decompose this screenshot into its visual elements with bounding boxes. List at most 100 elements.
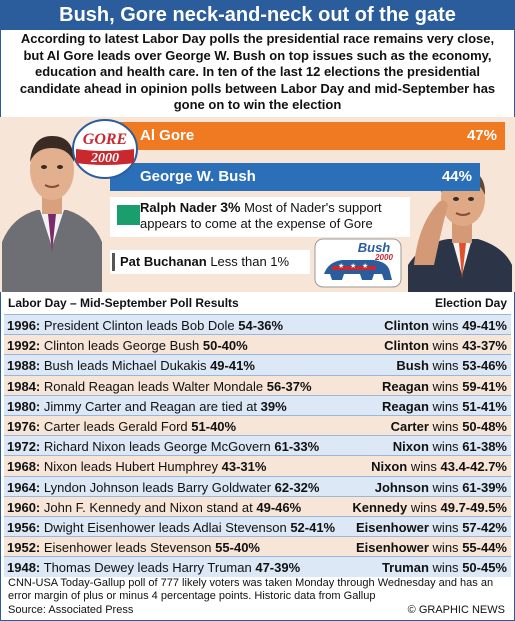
row-year: 1984:: [7, 378, 41, 394]
bar-buchanan: [112, 253, 115, 271]
row-result: 49-41%: [462, 318, 507, 333]
row-year: 1948:: [7, 560, 41, 576]
page-title: Bush, Gore neck-and-neck out of the gate: [0, 0, 515, 30]
row-result-word: wins: [432, 540, 459, 556]
row-poll-text: President Clinton leads Bob Dole: [43, 318, 235, 333]
poll-cell: 1952: Eisenhower leads Stevenson 55-40%: [7, 537, 260, 558]
poll-cell: 1992: Clinton leads George Bush 50-40%: [7, 335, 248, 356]
table-row: 1988: Bush leads Michael Dukakis 49-41% B…: [4, 354, 511, 376]
row-result: 53-46%: [462, 358, 507, 374]
result-cell: Nixon wins 43.4-42.7%: [371, 456, 507, 477]
row-winner: Eisenhower: [355, 520, 429, 535]
row-result: 61-38%: [462, 439, 507, 455]
row-winner: Reagan: [381, 378, 429, 394]
row-winner: Bush: [396, 358, 429, 374]
row-winner: Clinton: [384, 318, 429, 333]
row-winner: Reagan: [381, 398, 429, 414]
row-winner: Eisenhower: [355, 540, 429, 556]
bar-nader: [117, 205, 140, 225]
poll-cell: 1968: Nixon leads Hubert Humphrey 43-31%: [7, 456, 266, 477]
row-year: 1992:: [7, 338, 41, 354]
row-result: 50-48%: [462, 419, 507, 434]
poll-cell: 1960: John F. Kennedy and Nixon stand at…: [7, 497, 301, 518]
gore-logo-bottom: 2000: [90, 151, 119, 166]
table-row: 1992: Clinton leads George Bush 50-40% Cl…: [4, 334, 511, 356]
table-row: 1976: Carter leads Gerald Ford 51-40% Car…: [4, 415, 511, 436]
row-result-word: wins: [432, 419, 459, 434]
row-year: 1964:: [7, 479, 41, 495]
table-header-left: Labor Day – Mid-September Poll Results: [8, 296, 239, 310]
table-row: 1960: John F. Kennedy and Nixon stand at…: [4, 495, 511, 518]
row-winner: Johnson: [374, 479, 429, 495]
row-poll-text: Richard Nixon leads George McGovern: [43, 439, 271, 455]
row-result: 55-44%: [462, 540, 507, 556]
row-result: 43.4-42.7%: [440, 459, 508, 475]
row-poll-value: 56-37%: [266, 378, 312, 394]
row-poll-text: Clinton leads George Bush: [43, 338, 200, 354]
row-poll-value: 62-32%: [274, 479, 320, 495]
row-poll-text: Eisenhower leads Stevenson: [43, 540, 212, 556]
row-result: 61-39%: [462, 479, 507, 495]
table-row: 1972: Richard Nixon leads George McGover…: [4, 435, 511, 457]
row-year: 1972:: [7, 439, 41, 455]
table-row: 1984: Ronald Reagan leads Walter Mondale…: [4, 374, 511, 397]
bar-label-buchanan: Pat Buchanan: [120, 254, 207, 269]
gore-2000-logo: GORE 2000: [72, 119, 138, 179]
bar-bush: [110, 163, 480, 191]
bar-label-bush: George W. Bush: [140, 168, 256, 185]
nader-text: Ralph Nader 3% Most of Nader's support a…: [140, 199, 408, 232]
row-result-word: wins: [432, 338, 459, 354]
row-result-word: wins: [432, 358, 459, 374]
poll-cell: 1980: Jimmy Carter and Reagan are tied a…: [7, 396, 287, 417]
row-result-word: wins: [432, 520, 459, 535]
row-result-word: wins: [432, 378, 459, 394]
table-header-right: Election Day: [434, 296, 507, 310]
table-row: 1956: Dwight Eisenhower leads Adlai Stev…: [4, 516, 511, 537]
table-row: 1996: President Clinton leads Bob Dole 5…: [4, 314, 511, 335]
result-cell: Truman wins 50-45%: [382, 557, 507, 578]
row-result: 59-41%: [462, 378, 507, 394]
result-cell: Clinton wins 49-41%: [384, 315, 507, 336]
row-winner: Kennedy: [352, 499, 408, 515]
row-poll-value: 54-36%: [238, 318, 284, 333]
gore-photo: [2, 122, 102, 292]
intro-paragraph: According to latest Labor Day polls the …: [19, 31, 496, 112]
table-row: 1952: Eisenhower leads Stevenson 55-40% E…: [4, 536, 511, 558]
row-poll-value: 43-31%: [221, 459, 267, 475]
bar-value-gore: 47%: [466, 127, 497, 144]
buchanan-text: Pat Buchanan Less than 1%: [120, 254, 289, 270]
row-result: 51-41%: [462, 398, 507, 414]
row-poll-text: John F. Kennedy and Nixon stand at: [43, 499, 253, 515]
row-result-word: wins: [432, 479, 459, 495]
row-winner: Nixon: [392, 439, 429, 455]
result-cell: Nixon wins 61-38%: [393, 436, 507, 457]
result-cell: Reagan wins 59-41%: [382, 376, 507, 397]
table-row: 1948: Thomas Dewey leads Harry Truman 47…: [4, 556, 511, 578]
row-year: 1980:: [7, 398, 41, 414]
row-poll-text: Bush leads Michael Dukakis: [43, 358, 207, 374]
row-poll-text: Thomas Dewey leads Harry Truman: [43, 560, 252, 576]
poll-cell: 1948: Thomas Dewey leads Harry Truman 47…: [7, 557, 300, 578]
row-result-word: wins: [432, 398, 459, 414]
poll-cell: 1972: Richard Nixon leads George McGover…: [7, 436, 319, 457]
buchanan-box: [110, 250, 310, 274]
row-result: 49.7-49.5%: [440, 499, 508, 515]
row-year: 1988:: [7, 358, 41, 374]
row-result-word: wins: [432, 560, 459, 576]
row-result-word: wins: [410, 499, 437, 515]
table-row: 1964: Lyndon Johnson leads Barry Goldwat…: [4, 475, 511, 498]
source-line: Source: Associated Press: [8, 604, 134, 616]
bar-value-nader: 3%: [220, 199, 241, 215]
bush-logo-bottom: 2000: [374, 253, 393, 262]
row-winner: Carter: [390, 419, 429, 434]
row-result-word: wins: [432, 439, 459, 455]
row-year: 1976:: [7, 419, 41, 434]
row-poll-value: 51-40%: [191, 419, 237, 434]
result-cell: Reagan wins 51-41%: [382, 396, 507, 417]
result-cell: Johnson wins 61-39%: [375, 477, 507, 498]
row-poll-text: Nixon leads Hubert Humphrey: [43, 459, 219, 475]
footnote: CNN-USA Today-Gallup poll of 777 likely …: [8, 577, 494, 602]
poll-cell: 1956: Dwight Eisenhower leads Adlai Stev…: [7, 517, 335, 538]
bar-value-buchanan: Less than 1%: [210, 254, 290, 269]
result-cell: Kennedy wins 49.7-49.5%: [352, 497, 507, 518]
